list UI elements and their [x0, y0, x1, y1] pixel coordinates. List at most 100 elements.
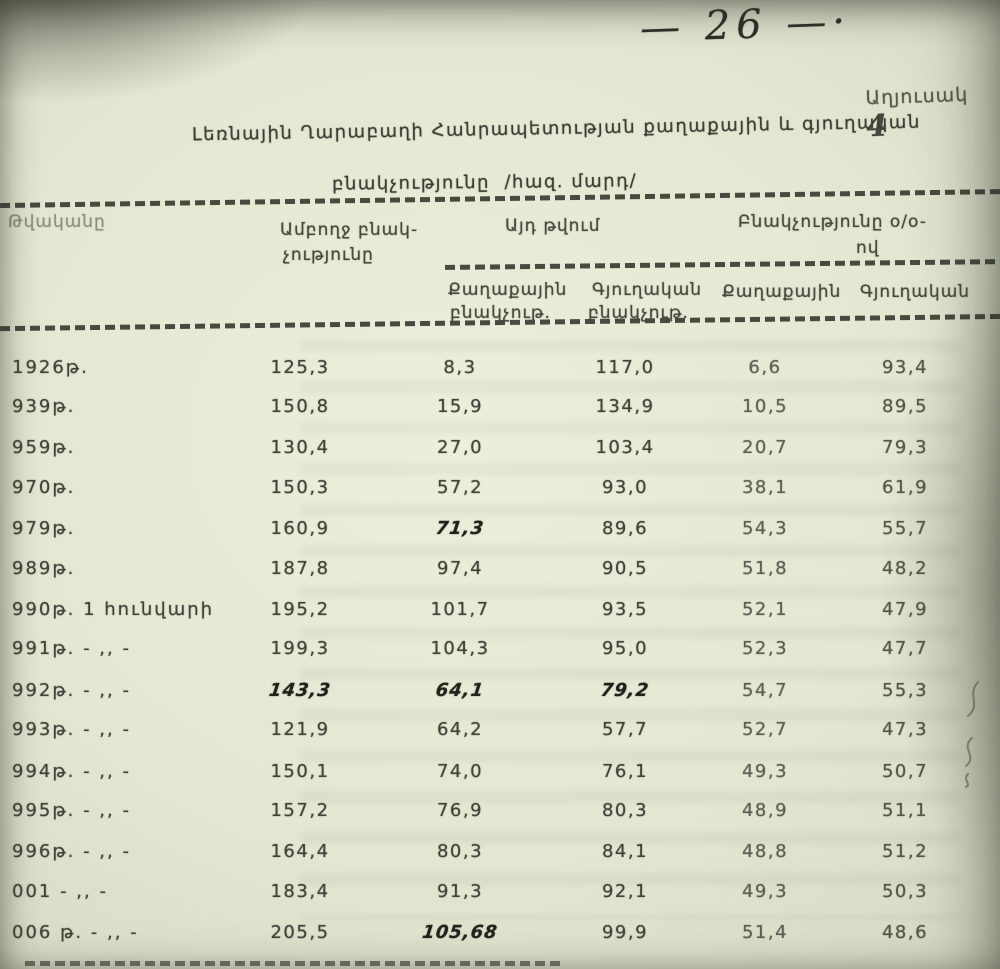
row-cell: 130,4 — [270, 437, 330, 459]
table-row: 991թ. - ,, - 199,3 104,3 95,0 52,3 47,7 — [0, 629, 1000, 669]
table-row: 995թ. - ,, - 157,2 76,9 80,3 48,9 51,1 — [0, 790, 1000, 830]
table-row: 989թ. 187,8 97,4 90,5 51,8 48,2 — [0, 548, 1000, 588]
table-row: 979թ. 160,9 71,3 89,6 54,3 55,7 — [0, 509, 1000, 549]
row-cell: 10,5 — [741, 396, 789, 418]
row-cell: 93,5 — [601, 599, 649, 621]
row-cell: 90,5 — [601, 557, 649, 579]
row-year: 993թ. - ,, - — [12, 719, 131, 741]
row-cell: 105,68 — [420, 922, 500, 944]
row-cell: 143,3 — [267, 679, 333, 701]
column-header-of-which: Այդ թվում — [505, 216, 601, 236]
table-row: 006 թ. - ,, - 205,5 105,68 99,9 51,4 48,… — [0, 912, 1000, 952]
row-cell: 52,1 — [741, 599, 789, 621]
row-cell: 89,5 — [881, 396, 929, 418]
row-cell: 74,0 — [436, 760, 484, 782]
column-header-year: Թվականը — [8, 212, 106, 232]
row-cell: 134,9 — [595, 396, 655, 418]
row-cell: 89,6 — [601, 518, 649, 540]
table-row: 959թ. 130,4 27,0 103,4 20,7 79,3 — [0, 428, 1000, 468]
table-row: 994թ. - ,, - 150,1 74,0 76,1 49,3 50,7 — [0, 751, 1000, 791]
row-year: 994թ. - ,, - — [12, 760, 131, 782]
row-cell: 76,9 — [436, 799, 484, 821]
page-number: — 26 —· — [639, 0, 852, 52]
table-label-text: Աղյուսակ — [865, 83, 969, 110]
row-year: 979թ. — [12, 518, 76, 540]
row-cell: 150,3 — [270, 476, 330, 498]
row-cell: 48,8 — [741, 841, 789, 863]
row-cell: 80,3 — [436, 841, 484, 863]
row-cell: 51,2 — [881, 841, 929, 863]
row-cell: 117,0 — [595, 356, 655, 378]
column-header-percent-line1: Բնակչությունը o/o- — [738, 212, 927, 232]
column-header-total-line1: Ամբողջ բնակ- — [280, 220, 419, 240]
row-cell: 99,9 — [601, 922, 649, 944]
row-cell: 150,1 — [270, 760, 330, 782]
document-title-line2: բնակչությունը /հազ. մարդ/ — [331, 170, 638, 195]
row-cell: 93,4 — [881, 356, 929, 378]
row-cell: 199,3 — [270, 638, 330, 660]
row-cell: 61,9 — [881, 476, 929, 498]
row-cell: 71,3 — [434, 518, 486, 540]
row-cell: 48,9 — [741, 799, 789, 821]
subheader-urban-line2: բնակչութ. — [450, 303, 551, 323]
row-cell: 52,7 — [741, 719, 789, 741]
row-cell: 79,2 — [599, 679, 651, 701]
row-cell: 57,7 — [601, 719, 649, 741]
row-year: 959թ. — [12, 437, 76, 459]
row-cell: 49,3 — [741, 880, 789, 902]
document-title-line1: Լեռնային Ղարաբաղի Հանրապետության քաղաքայ… — [191, 111, 921, 146]
row-cell: 150,8 — [270, 396, 330, 418]
row-cell: 55,7 — [881, 518, 929, 540]
row-year: 990թ. 1 հունվարի — [12, 599, 215, 621]
row-cell: 160,9 — [270, 518, 330, 540]
separator-bottom-partial — [25, 961, 565, 966]
subheader-pct-rural: Գյուղական — [860, 282, 971, 302]
row-cell: 95,0 — [601, 638, 649, 660]
row-cell: 48,6 — [881, 922, 929, 944]
row-cell: 157,2 — [270, 799, 330, 821]
row-cell: 93,0 — [601, 476, 649, 498]
row-cell: 84,1 — [601, 841, 649, 863]
row-cell: 92,1 — [601, 880, 649, 902]
row-cell: 47,7 — [881, 638, 929, 660]
row-cell: 51,1 — [881, 799, 929, 821]
row-cell: 20,7 — [741, 437, 789, 459]
row-cell: 51,4 — [741, 922, 789, 944]
row-cell: 57,2 — [436, 476, 484, 498]
table-row: 939թ. 150,8 15,9 134,9 10,5 89,5 — [0, 386, 1000, 426]
row-cell: 76,1 — [601, 760, 649, 782]
row-cell: 125,3 — [270, 356, 330, 378]
row-cell: 47,3 — [881, 719, 929, 741]
row-cell: 38,1 — [741, 476, 789, 498]
row-cell: 27,0 — [436, 437, 484, 459]
row-year: 1926թ. — [12, 356, 89, 378]
row-cell: 101,7 — [430, 599, 490, 621]
column-header-percent-line2: ով — [856, 238, 880, 258]
table-row: 1926թ. 125,3 8,3 117,0 6,6 93,4 — [0, 347, 1000, 387]
row-year: 006 թ. - ,, - — [12, 922, 139, 944]
column-header-total-line2: չությունը — [283, 245, 374, 265]
row-cell: 205,5 — [270, 922, 330, 944]
row-cell: 104,3 — [430, 638, 490, 660]
row-cell: 97,4 — [436, 557, 484, 579]
row-cell: 51,8 — [741, 557, 789, 579]
row-cell: 15,9 — [436, 396, 484, 418]
row-year: 939թ. — [12, 396, 76, 418]
row-cell: 52,3 — [741, 638, 789, 660]
table-body: 1926թ. 125,3 8,3 117,0 6,6 93,4 939թ. 15… — [0, 346, 1000, 952]
row-cell: 50,3 — [881, 880, 929, 902]
row-year: 970թ. — [12, 476, 76, 498]
row-cell: 79,3 — [881, 437, 929, 459]
row-cell: 187,8 — [270, 557, 330, 579]
row-cell: 164,4 — [270, 841, 330, 863]
table-row: 990թ. 1 հունվարի 195,2 101,7 93,5 52,1 4… — [0, 589, 1000, 629]
row-cell: 50,7 — [881, 760, 929, 782]
row-cell: 47,9 — [881, 599, 929, 621]
table-row: 993թ. - ,, - 121,9 64,2 57,7 52,7 47,3 — [0, 710, 1000, 750]
row-year: 001 - ,, - — [12, 880, 108, 902]
row-year: 995թ. - ,, - — [12, 799, 131, 821]
table-row: 970թ. 150,3 57,2 93,0 38,1 61,9 — [0, 467, 1000, 507]
subheader-rural-line1: Գյուղական — [592, 280, 703, 300]
row-cell: 80,3 — [601, 799, 649, 821]
